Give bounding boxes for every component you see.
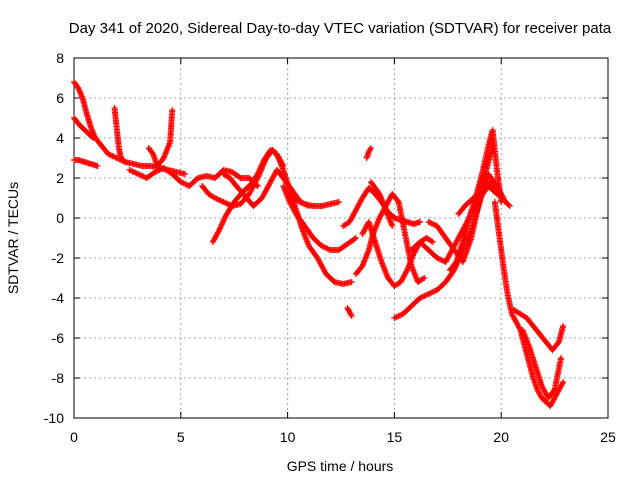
x-axis-label: GPS time / hours bbox=[287, 458, 394, 474]
x-tick-label: 0 bbox=[70, 429, 78, 445]
series-track-v bbox=[446, 127, 505, 273]
data-point bbox=[89, 134, 96, 140]
data-point bbox=[559, 380, 566, 387]
data-point bbox=[389, 223, 396, 229]
series-track-r bbox=[363, 145, 374, 161]
series-track-j bbox=[273, 151, 355, 287]
y-tick-label: -10 bbox=[44, 410, 64, 426]
y-tick-label: 8 bbox=[56, 50, 64, 66]
x-tick-label: 15 bbox=[387, 429, 403, 445]
data-point bbox=[421, 275, 428, 281]
y-tick-label: 2 bbox=[56, 170, 64, 186]
series-track-n bbox=[340, 185, 424, 229]
data-point bbox=[558, 355, 565, 361]
series-track-p bbox=[359, 219, 436, 289]
series-track-e bbox=[145, 107, 176, 169]
series-track-m bbox=[344, 305, 355, 319]
data-point bbox=[367, 146, 374, 153]
data-point bbox=[367, 145, 374, 151]
data-point bbox=[550, 388, 557, 395]
data-point bbox=[121, 158, 128, 164]
data-point bbox=[505, 202, 512, 208]
data-point bbox=[420, 275, 427, 282]
series-track-y bbox=[511, 307, 567, 353]
data-point bbox=[348, 279, 355, 285]
data-point bbox=[169, 107, 176, 113]
y-tick-label: -6 bbox=[52, 330, 65, 346]
data-point bbox=[90, 135, 97, 141]
data-point bbox=[182, 171, 189, 177]
data-point bbox=[94, 163, 101, 169]
series-track-b bbox=[71, 157, 101, 169]
series-track-d bbox=[111, 105, 129, 165]
series-track-l bbox=[284, 191, 342, 209]
data-point bbox=[347, 311, 354, 318]
x-tick-label: 10 bbox=[280, 429, 296, 445]
y-tick-label: -4 bbox=[52, 290, 65, 306]
series-track-w bbox=[455, 179, 513, 217]
data-point bbox=[417, 219, 424, 225]
x-tick-label: 5 bbox=[177, 429, 185, 445]
data-point bbox=[428, 238, 435, 245]
data-point bbox=[215, 228, 222, 235]
y-tick-label: 4 bbox=[56, 130, 64, 146]
series-track-x bbox=[491, 199, 567, 409]
data-point bbox=[560, 379, 567, 385]
series-track-q bbox=[367, 179, 396, 229]
data-point bbox=[351, 235, 358, 242]
y-tick-label: -2 bbox=[52, 250, 65, 266]
series-track-k bbox=[280, 183, 359, 253]
chart-title: Day 341 of 2020, Sidereal Day-to-day VTE… bbox=[69, 20, 612, 37]
y-tick-label: 6 bbox=[56, 90, 64, 106]
x-tick-label: 25 bbox=[600, 429, 616, 445]
y-axis-label: SDTVAR / TECUs bbox=[5, 182, 21, 294]
data-point bbox=[506, 203, 513, 209]
data-point bbox=[403, 268, 410, 275]
data-point bbox=[516, 325, 523, 332]
series-track-z bbox=[519, 327, 565, 401]
series-track-c bbox=[71, 115, 97, 141]
data-point bbox=[352, 235, 359, 241]
data-point bbox=[236, 174, 243, 181]
data-point bbox=[429, 239, 436, 245]
data-points bbox=[71, 79, 567, 409]
plot-frame bbox=[73, 57, 609, 419]
y-tick-label: -8 bbox=[52, 370, 65, 386]
data-point bbox=[394, 197, 401, 204]
grid-lines bbox=[74, 58, 608, 418]
data-point bbox=[560, 323, 567, 329]
data-point bbox=[348, 313, 355, 319]
y-tick-label: 0 bbox=[56, 210, 64, 226]
x-tick-label: 20 bbox=[493, 429, 509, 445]
data-point bbox=[149, 149, 156, 156]
data-point bbox=[335, 199, 342, 205]
data-point bbox=[122, 159, 129, 165]
series-track-o bbox=[352, 191, 428, 285]
